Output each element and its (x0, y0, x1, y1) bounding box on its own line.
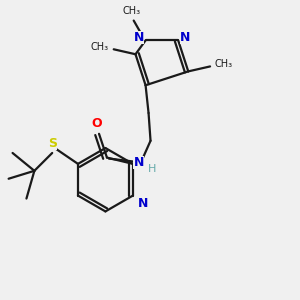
Text: CH₃: CH₃ (123, 6, 141, 16)
Text: N: N (180, 31, 190, 44)
Text: CH₃: CH₃ (215, 59, 233, 70)
Text: N: N (134, 31, 144, 44)
Text: N: N (134, 156, 144, 169)
Text: N: N (138, 197, 148, 210)
Text: CH₃: CH₃ (91, 42, 109, 52)
Text: S: S (48, 136, 57, 150)
Text: O: O (92, 117, 102, 130)
Text: H: H (148, 164, 157, 175)
